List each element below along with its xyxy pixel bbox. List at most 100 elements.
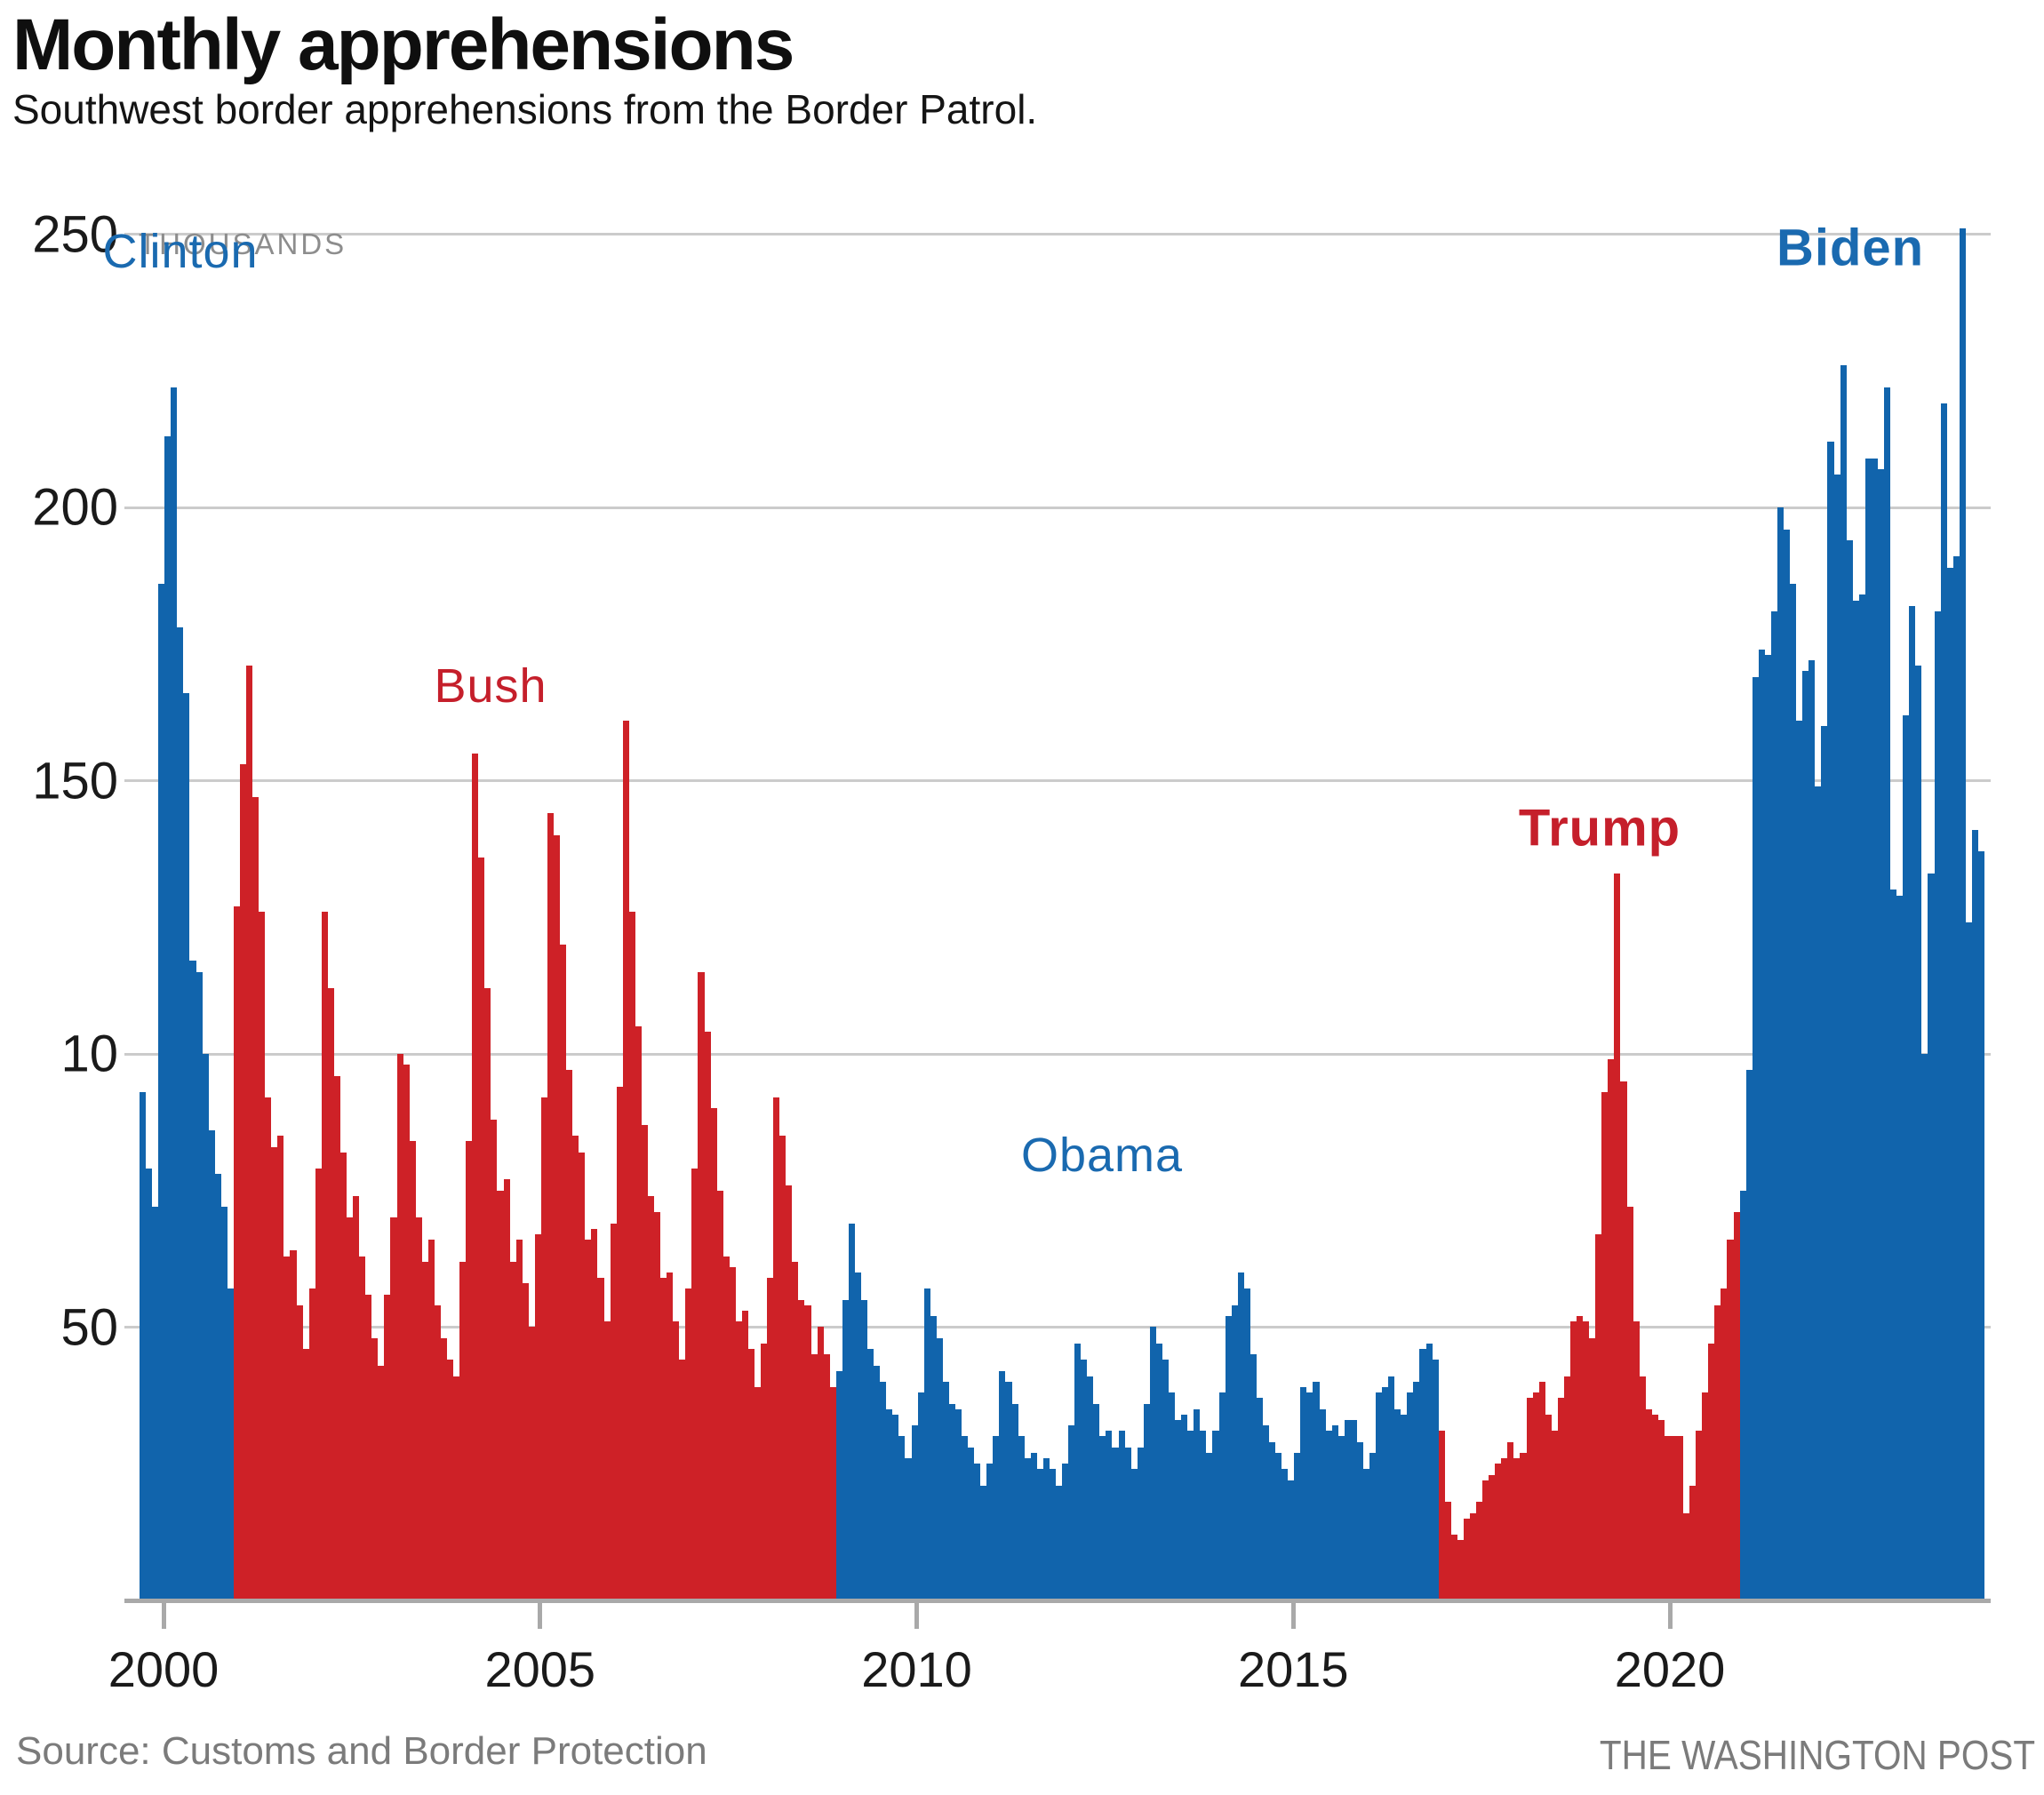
bar: [1281, 1469, 1288, 1600]
bar: [466, 1141, 472, 1600]
bar: [478, 858, 484, 1600]
chart-subtitle: Southwest border apprehensions from the …: [12, 86, 1038, 132]
bar: [1288, 1480, 1294, 1600]
bar: [786, 1185, 792, 1600]
bar: [1306, 1392, 1313, 1600]
bar: [215, 1174, 221, 1600]
bar: [1482, 1480, 1489, 1600]
bar: [711, 1108, 717, 1600]
bar: [265, 1097, 271, 1600]
bar: [898, 1436, 905, 1600]
bar: [334, 1076, 340, 1600]
bar: [1853, 601, 1859, 1600]
bar: [158, 584, 164, 1600]
bar: [1062, 1464, 1068, 1600]
bar: [164, 436, 171, 1600]
bar: [1332, 1425, 1338, 1600]
bar: [1419, 1349, 1426, 1600]
bar: [1081, 1360, 1087, 1600]
bar: [962, 1436, 968, 1600]
bar: [1966, 922, 1972, 1600]
bar: [1796, 721, 1802, 1600]
bar: [1941, 403, 1947, 1600]
bar: [1903, 715, 1909, 1600]
bar: [297, 1305, 303, 1600]
y-tick-label-50: 50: [60, 1298, 118, 1356]
bar: [277, 1136, 283, 1600]
bar: [1765, 655, 1771, 1600]
bar: [1865, 459, 1872, 1600]
president-label-bush: Bush: [434, 659, 547, 713]
bar: [504, 1179, 510, 1600]
bar: [259, 912, 265, 1600]
bar: [597, 1278, 604, 1600]
bar: [654, 1212, 660, 1600]
bar: [1464, 1519, 1470, 1600]
bar: [1671, 1436, 1677, 1600]
bar: [811, 1354, 818, 1600]
bar: [1226, 1316, 1232, 1600]
bar: [1827, 442, 1834, 1600]
bar: [390, 1217, 397, 1600]
x-tick-label-2005: 2005: [484, 1641, 596, 1697]
bar: [949, 1404, 955, 1600]
bar: [1978, 851, 1984, 1600]
bar: [1320, 1409, 1326, 1600]
bar: [1815, 786, 1821, 1600]
bar: [196, 972, 203, 1600]
bar: [315, 1169, 322, 1600]
x-tick-mark-2020: [1667, 1602, 1673, 1629]
x-tick-label-2010: 2010: [861, 1641, 972, 1697]
bar: [1125, 1448, 1131, 1600]
bar: [1169, 1392, 1175, 1600]
bar: [384, 1295, 390, 1600]
bar: [566, 1070, 572, 1600]
bar: [1601, 1092, 1608, 1600]
bar: [1012, 1404, 1018, 1600]
bar: [1884, 387, 1890, 1600]
bar: [1847, 540, 1853, 1600]
bar: [1451, 1535, 1457, 1600]
y-tick-label-10: 10: [60, 1025, 118, 1083]
bar: [1570, 1321, 1577, 1600]
bar: [1050, 1469, 1056, 1600]
bar: [1702, 1392, 1708, 1600]
bar: [271, 1147, 277, 1600]
bar: [742, 1311, 748, 1600]
bar: [1640, 1376, 1646, 1600]
bar: [1840, 365, 1847, 1600]
source-note: Source: Customs and Border Protection: [16, 1729, 707, 1773]
bar: [1708, 1344, 1714, 1600]
bar: [892, 1415, 898, 1600]
bar: [1545, 1415, 1552, 1600]
president-label-clinton: Clinton: [102, 225, 259, 278]
bar: [1426, 1344, 1433, 1600]
bar: [221, 1207, 228, 1600]
bar: [378, 1366, 384, 1600]
bar: [1790, 584, 1796, 1600]
bar: [1620, 1081, 1627, 1600]
gridline-150: [124, 779, 1991, 782]
bar: [1119, 1431, 1125, 1600]
bar: [648, 1196, 654, 1600]
bar: [523, 1283, 529, 1600]
bar: [547, 813, 554, 1600]
bar: [1696, 1431, 1702, 1600]
x-tick-mark-2005: [538, 1602, 543, 1629]
bar: [1859, 594, 1865, 1600]
bar: [322, 912, 328, 1600]
president-label-trump: Trump: [1518, 799, 1681, 858]
bar: [1407, 1392, 1413, 1600]
bar: [560, 945, 566, 1600]
bar: [736, 1321, 742, 1600]
bar: [937, 1338, 943, 1600]
bar: [1439, 1431, 1445, 1600]
bar: [428, 1240, 435, 1600]
bar: [1269, 1442, 1275, 1600]
bar: [642, 1125, 648, 1600]
bar: [1244, 1288, 1250, 1600]
bar: [1056, 1486, 1062, 1600]
bar: [1043, 1458, 1050, 1600]
bar: [1489, 1475, 1495, 1600]
